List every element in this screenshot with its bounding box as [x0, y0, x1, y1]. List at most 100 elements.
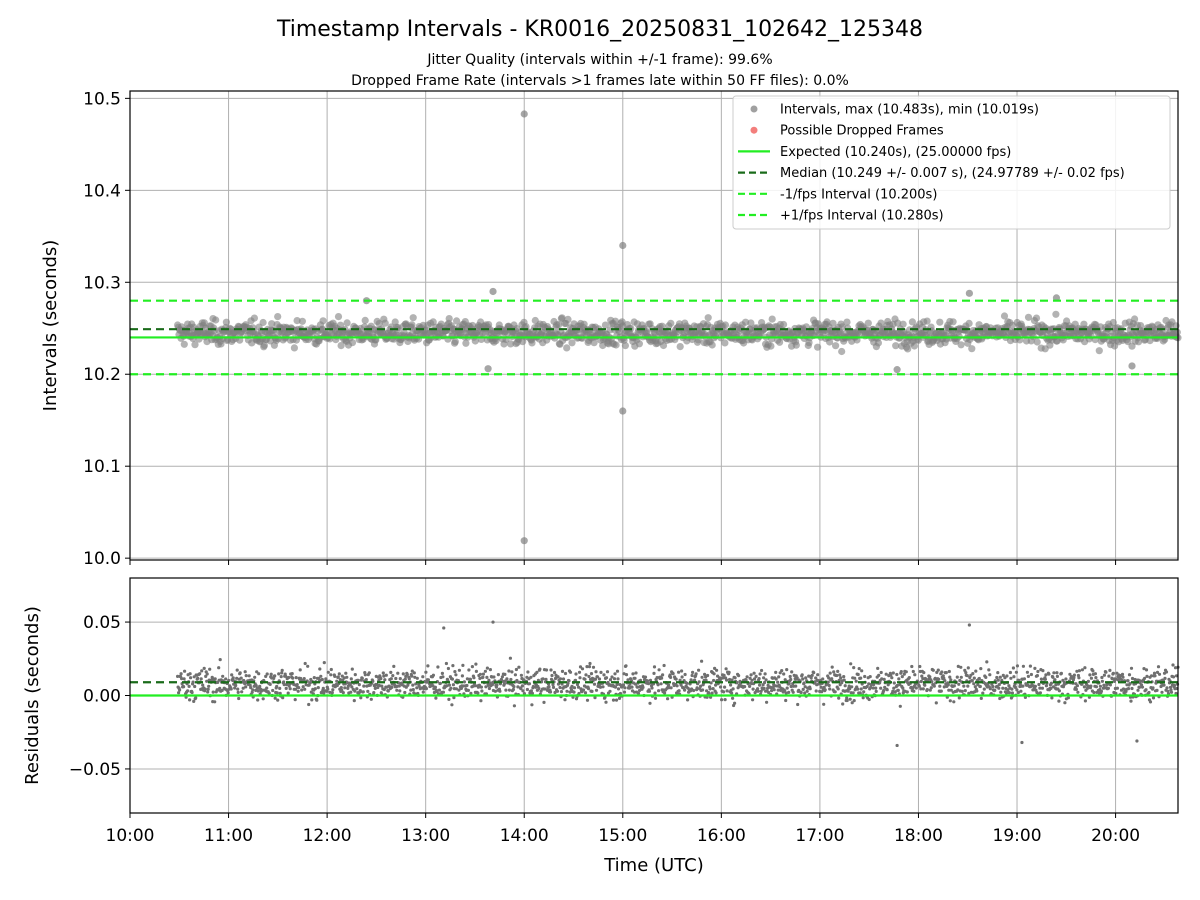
interval-point: [348, 339, 357, 347]
residual-point: [1137, 685, 1142, 689]
residual-point: [1015, 688, 1019, 692]
interval-point: [555, 321, 563, 329]
residual-point: [492, 675, 496, 679]
residual-point: [765, 700, 769, 704]
residual-point: [1011, 666, 1016, 670]
residual-point: [1130, 676, 1135, 681]
residual-point: [218, 658, 222, 662]
residual-point: [285, 682, 289, 687]
residual-point: [1162, 683, 1166, 687]
residual-point: [369, 697, 373, 701]
residual-point: [704, 678, 708, 682]
interval-point: [381, 319, 389, 327]
residual-point: [730, 678, 734, 682]
residual-point: [641, 685, 645, 690]
residual-point: [1166, 689, 1170, 693]
residual-point: [713, 666, 717, 671]
residual-point: [358, 689, 362, 693]
residual-point: [708, 687, 712, 691]
interval-point: [1173, 328, 1181, 336]
residual-point: [616, 687, 621, 691]
residual-point: [872, 682, 876, 687]
residual-point: [290, 672, 294, 676]
residual-point: [723, 698, 727, 702]
residual-point: [939, 689, 943, 693]
residual-point: [603, 695, 607, 700]
residual-point: [507, 688, 511, 692]
residual-point: [300, 688, 304, 692]
residual-point: [733, 676, 737, 680]
residual-point: [949, 678, 953, 682]
interval-outlier-point: [965, 289, 973, 297]
residual-point: [763, 672, 767, 676]
residual-point: [466, 688, 470, 693]
residual-point: [362, 684, 366, 688]
residual-point: [618, 683, 622, 687]
residual-point: [208, 667, 212, 671]
residual-point: [1107, 674, 1111, 678]
residual-point: [957, 682, 961, 686]
interval-point: [894, 319, 902, 327]
residual-point: [501, 679, 505, 683]
residual-point: [198, 672, 202, 676]
residual-point: [689, 678, 693, 682]
residual-point: [593, 677, 598, 681]
interval-point: [611, 317, 620, 325]
residual-point: [782, 672, 786, 676]
residual-point: [981, 691, 985, 695]
residual-point: [401, 672, 405, 676]
legend-label: Expected (10.240s), (25.00000 fps): [780, 145, 1011, 160]
residual-point: [868, 675, 872, 679]
residual-point: [278, 691, 282, 696]
residual-point: [659, 682, 663, 686]
residual-point: [310, 698, 314, 702]
residual-point: [700, 659, 704, 663]
residual-point: [612, 677, 617, 681]
residual-point: [240, 690, 244, 694]
residual-point: [1001, 673, 1005, 678]
residual-point: [979, 696, 983, 701]
residual-point: [923, 683, 927, 687]
interval-point: [1095, 347, 1103, 355]
residual-point: [988, 673, 992, 677]
residual-point: [450, 677, 454, 681]
residual-point: [441, 690, 445, 694]
residual-point: [352, 699, 356, 703]
interval-point: [453, 317, 461, 325]
residual-point: [447, 697, 451, 702]
interval-point: [1033, 338, 1041, 346]
residual-point: [1106, 686, 1110, 690]
residual-point: [529, 689, 534, 693]
residual-point: [500, 675, 504, 679]
residual-point: [647, 689, 652, 693]
residual-point: [710, 691, 714, 695]
residual-point: [454, 673, 458, 677]
residual-point: [294, 687, 298, 691]
residual-point: [581, 688, 586, 692]
residual-point: [485, 666, 489, 670]
residual-point: [803, 691, 807, 695]
residual-point: [250, 690, 254, 694]
residual-point: [896, 688, 900, 693]
interval-point: [293, 317, 301, 325]
residual-point: [748, 684, 752, 689]
interval-point: [580, 320, 588, 328]
interval-point: [429, 318, 437, 326]
y-tick-label: 10.1: [83, 457, 121, 477]
interval-point: [1131, 315, 1139, 323]
residual-point: [869, 685, 873, 690]
residual-point: [221, 674, 225, 678]
residual-point: [874, 686, 878, 690]
residual-point: [218, 686, 222, 690]
residual-point: [967, 691, 971, 696]
residual-point: [1043, 677, 1047, 681]
residual-point: [1015, 664, 1020, 668]
x-tick-label: 17:00: [795, 826, 844, 846]
residual-point: [729, 683, 733, 687]
residual-point: [1102, 683, 1106, 687]
residual-point: [213, 700, 217, 704]
residual-point: [1029, 672, 1033, 677]
interval-point: [564, 315, 572, 323]
residual-point: [1028, 664, 1032, 668]
residual-point: [1138, 679, 1143, 683]
